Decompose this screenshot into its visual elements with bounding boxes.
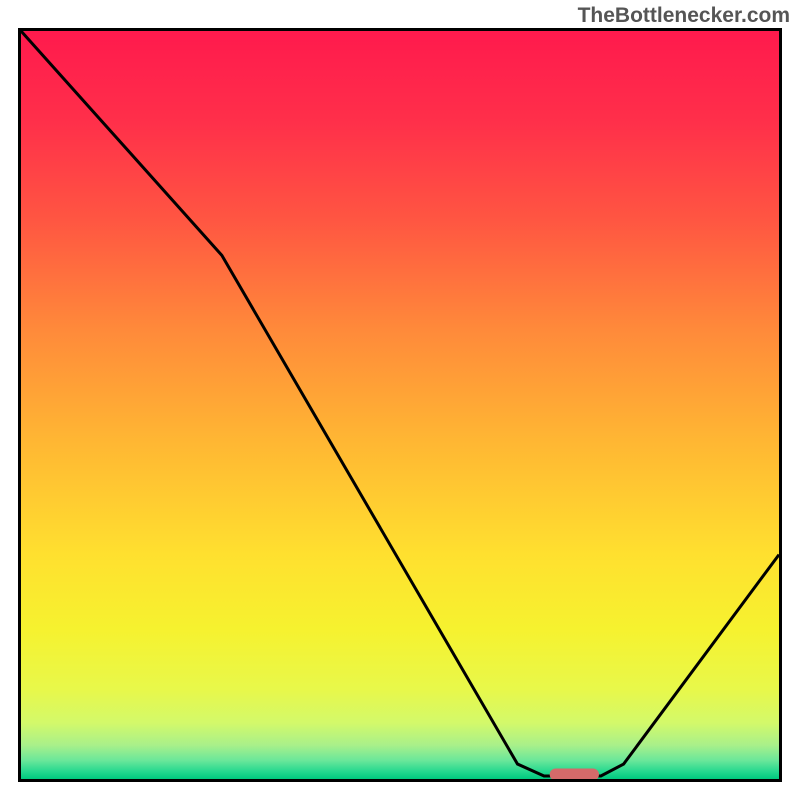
gradient-background — [21, 31, 779, 779]
chart-container: TheBottlenecker.com — [0, 0, 800, 800]
bottleneck-chart — [18, 28, 782, 782]
optimal-marker — [550, 769, 599, 781]
watermark-text: TheBottlenecker.com — [578, 4, 790, 28]
plot-area — [18, 28, 782, 782]
